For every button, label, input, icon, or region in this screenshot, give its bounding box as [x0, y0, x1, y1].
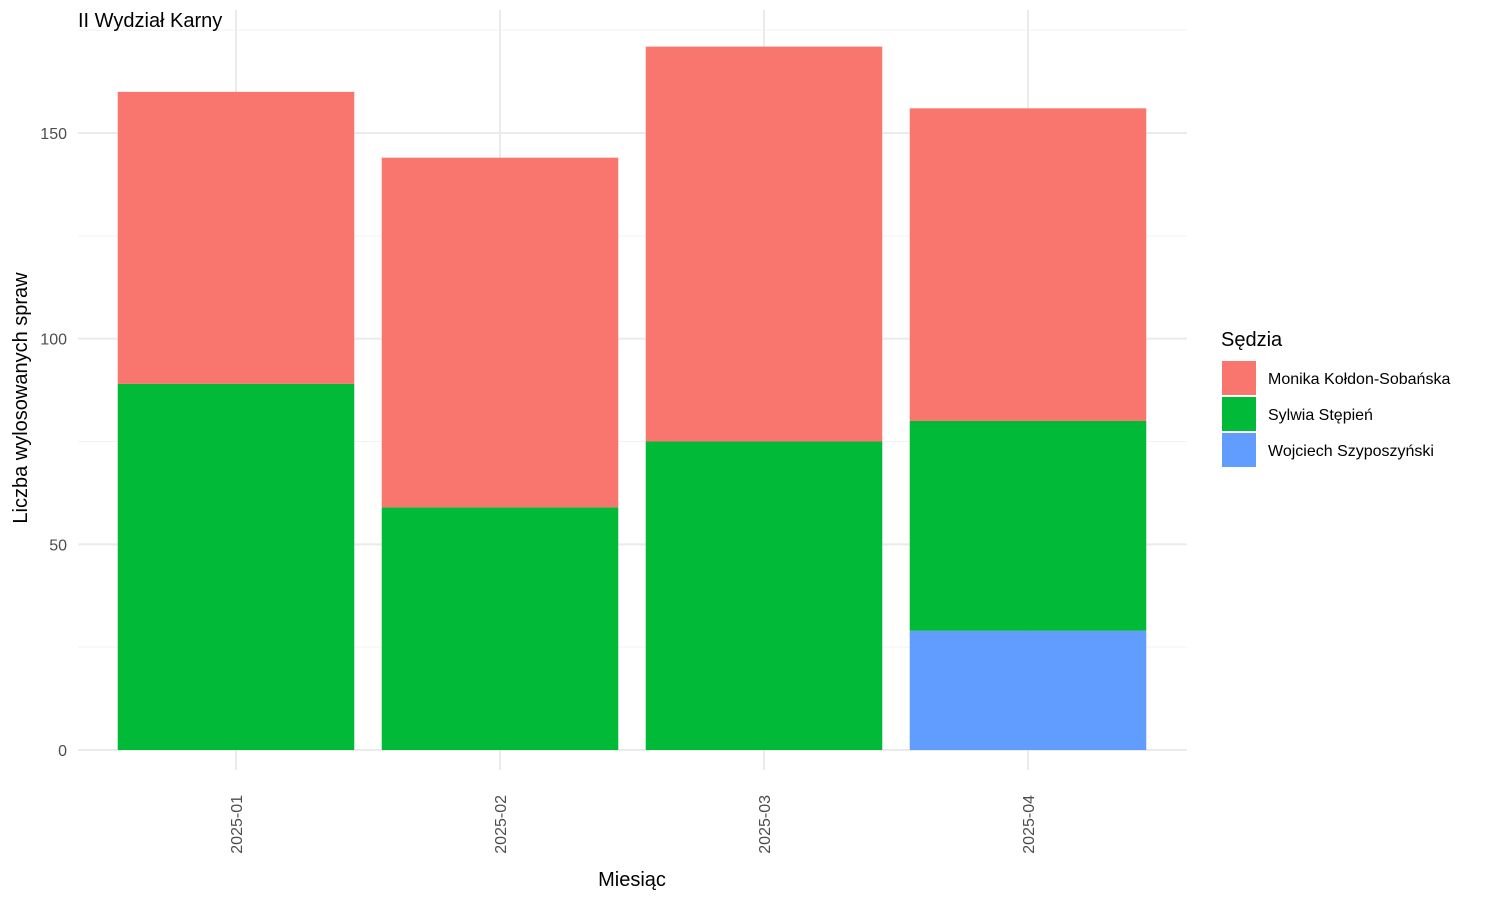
legend-key — [1222, 397, 1256, 431]
legend: Sędzia Monika Kołdon-Sobańska Sylwia Stęp… — [1221, 329, 1450, 467]
x-axis-title: Miesiąc — [598, 869, 666, 891]
legend-label: Sylwia Stępień — [1268, 407, 1373, 424]
bar-segment — [381, 507, 619, 750]
bars — [117, 46, 1147, 750]
bar-segment — [909, 420, 1147, 631]
legend-title: Sędzia — [1221, 329, 1283, 351]
legend-key — [1222, 361, 1256, 395]
bar-segment — [117, 383, 355, 750]
legend-label: Monika Kołdon-Sobańska — [1268, 371, 1450, 388]
bar-segment — [645, 441, 883, 750]
bar-segment — [117, 91, 355, 384]
y-tick-label: 100 — [40, 332, 67, 349]
y-tick-labels: 0 50 100 150 — [40, 126, 67, 760]
legend-label: Wojciech Szyposzyński — [1268, 443, 1434, 460]
bar-segment — [909, 630, 1147, 750]
x-tick-label: 2025-02 — [493, 795, 510, 854]
x-tick-label: 2025-01 — [229, 795, 246, 854]
y-axis-title: Liczba wylosowanych spraw — [10, 272, 32, 524]
bar-segment — [645, 46, 883, 442]
y-tick-label: 50 — [49, 537, 67, 554]
bar-segment — [381, 157, 619, 508]
y-tick-label: 150 — [40, 126, 67, 143]
x-tick-labels: 2025-01 2025-02 2025-03 2025-04 — [229, 795, 1038, 854]
x-tick-label: 2025-04 — [1021, 795, 1038, 854]
x-tick-label: 2025-03 — [757, 795, 774, 854]
y-tick-label: 0 — [58, 743, 67, 760]
chart-subtitle: II Wydział Karny — [78, 10, 222, 32]
bar-segment — [909, 108, 1147, 421]
legend-key — [1222, 433, 1256, 467]
